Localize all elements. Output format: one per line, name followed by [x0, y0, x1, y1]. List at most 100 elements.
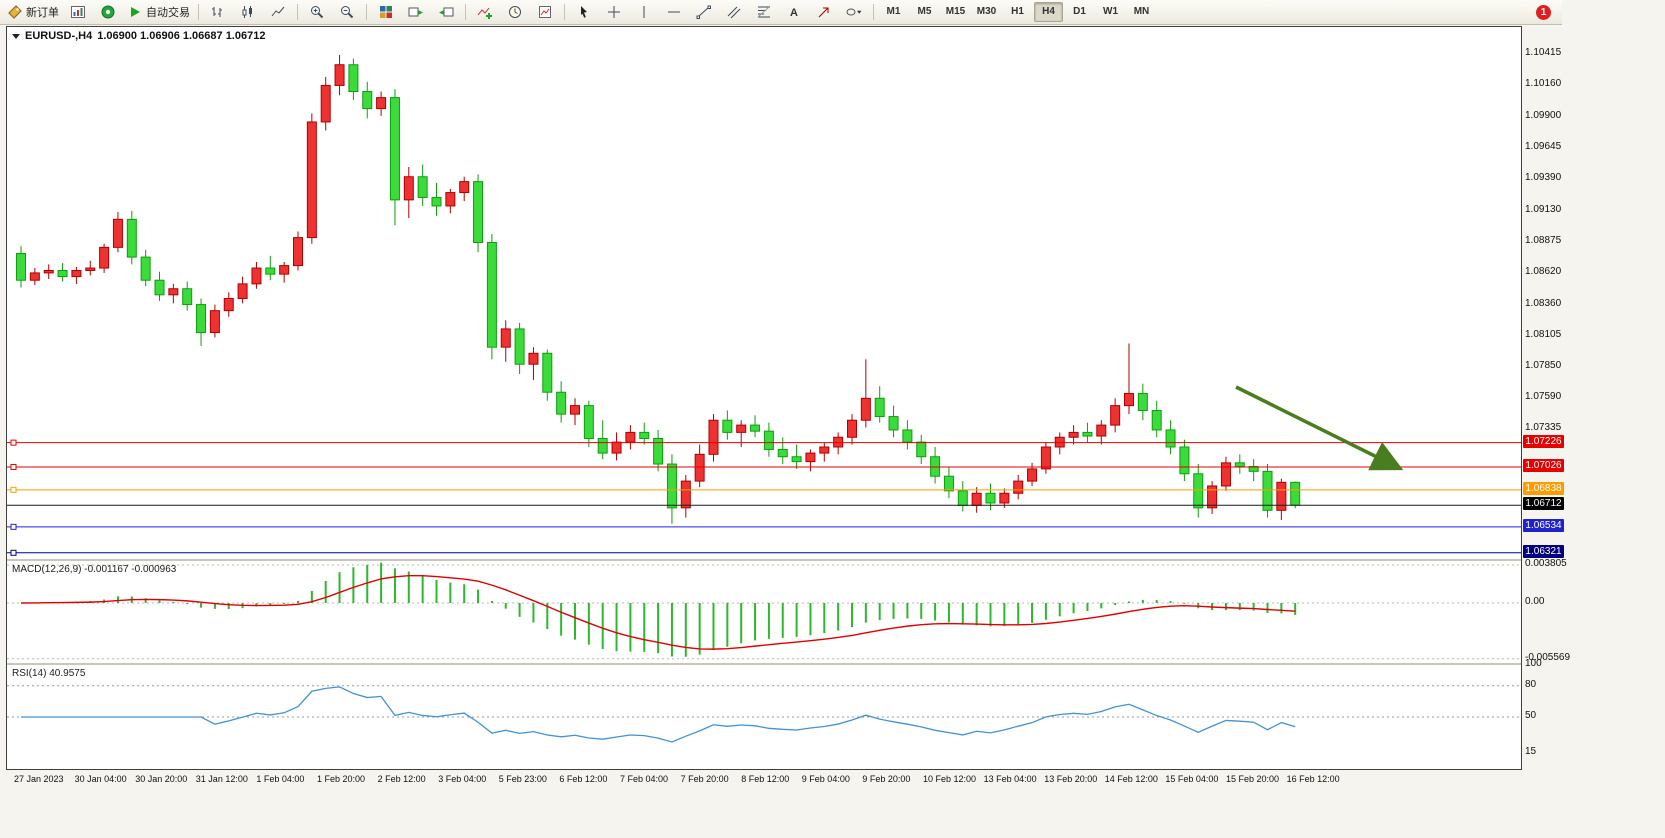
timeframe-m1[interactable]: M1: [886, 6, 901, 17]
macd-signal-line: [20, 575, 1296, 650]
toolbar-separator: [873, 4, 874, 20]
zoom-in-button[interactable]: [302, 1, 332, 23]
notification-badge[interactable]: 1: [1536, 4, 1551, 20]
line-handle[interactable]: [10, 463, 17, 470]
line-handle[interactable]: [10, 486, 17, 493]
trend-arrow[interactable]: [1235, 385, 1404, 471]
auto-scroll-icon: [408, 7, 423, 17]
zoom-out-button[interactable]: [332, 1, 362, 23]
new-order-button[interactable]: 新订单: [3, 1, 63, 23]
horizontal-line-button[interactable]: [659, 1, 689, 23]
new-order-label: 新订单: [26, 7, 59, 19]
tile-windows-icon: [380, 6, 392, 18]
time-axis-label: 15 Feb 04:00: [1165, 774, 1219, 784]
timeframe-h1[interactable]: H1: [1011, 6, 1024, 17]
candle: [16, 246, 26, 288]
candle: [708, 414, 719, 462]
bars-chart-button[interactable]: [203, 1, 233, 23]
chart-window[interactable]: EURUSD-,H4 1.06900 1.06906 1.06687 1.067…: [6, 26, 1522, 770]
toolbar-separator: [465, 4, 466, 20]
charts-menu-button[interactable]: [63, 1, 93, 23]
arrows-button[interactable]: [809, 1, 839, 23]
candle: [403, 167, 414, 219]
timeframe-m30[interactable]: M30: [976, 6, 997, 17]
candle: [750, 415, 761, 438]
line-handle[interactable]: [10, 549, 17, 556]
chart-shift-button[interactable]: [431, 1, 461, 23]
indicators-button[interactable]: [470, 1, 500, 23]
line-chart-button[interactable]: [263, 1, 293, 23]
time-axis-label: 8 Feb 12:00: [741, 774, 790, 784]
candle: [694, 444, 705, 488]
panel-splitter[interactable]: [7, 559, 1521, 561]
main-price-panel[interactable]: [7, 27, 1521, 559]
price-axis[interactable]: 1.07226 1.07026 1.06838 1.06712 1.06534 1.063…: [1523, 26, 1570, 772]
auto-scroll-button[interactable]: [401, 1, 431, 23]
text-button[interactable]: A: [779, 1, 809, 23]
templates-button[interactable]: [530, 1, 560, 23]
candle: [542, 349, 553, 401]
candle: [99, 243, 110, 273]
candle: [251, 261, 262, 289]
shapes-icon: [846, 8, 862, 16]
line-handle[interactable]: [10, 439, 17, 446]
price-tick: 1.09130: [1525, 203, 1562, 215]
timeframe-m15[interactable]: M15: [945, 6, 966, 17]
autotrading-play-icon: [131, 7, 140, 17]
rsi-panel[interactable]: [7, 665, 1521, 769]
macd-axis-label: -0.005569: [1525, 651, 1571, 663]
time-axis-label: 10 Feb 12:00: [923, 774, 977, 784]
channel-button[interactable]: [719, 1, 749, 23]
candle: [888, 405, 899, 438]
candlestick-chart-button[interactable]: [233, 1, 263, 23]
price-tick: 1.09390: [1525, 172, 1562, 184]
cursor-button[interactable]: [569, 1, 599, 23]
toolbar-separator: [366, 4, 367, 20]
candle: [597, 420, 608, 460]
timeframe-d1[interactable]: D1: [1073, 6, 1086, 17]
price-tick: 1.10160: [1525, 78, 1562, 90]
time-axis-label: 9 Feb 04:00: [801, 774, 850, 784]
price-tick: 1.07590: [1525, 391, 1562, 403]
panel-splitter[interactable]: [7, 663, 1521, 665]
candle: [833, 432, 844, 455]
tile-windows-button[interactable]: [371, 1, 401, 23]
timeframe-h4[interactable]: H4: [1034, 2, 1063, 22]
time-axis[interactable]: 27 Jan 2023 30 Jan 04:00 30 Jan 20:00 31 Ja…: [0, 772, 1562, 790]
toolbar-separator: [564, 4, 565, 20]
candle: [1276, 478, 1287, 521]
candle: [209, 304, 220, 338]
vertical-line-button[interactable]: [629, 1, 659, 23]
macd-panel[interactable]: [7, 561, 1521, 663]
main-toolbar: 新订单 自动交易: [0, 0, 1562, 25]
shapes-button[interactable]: [839, 1, 869, 23]
time-axis-label: 27 Jan 2023: [14, 774, 64, 784]
price-tick: 1.07335: [1525, 422, 1562, 434]
crosshair-button[interactable]: [599, 1, 629, 23]
candle: [777, 437, 788, 465]
candle: [168, 283, 179, 304]
line-chart-icon: [271, 6, 285, 17]
autotrading-button[interactable]: 自动交易: [123, 1, 194, 23]
periods-button[interactable]: [500, 1, 530, 23]
indicators-icon: [477, 7, 492, 19]
fibonacci-icon: [757, 6, 770, 18]
timeframe-m5[interactable]: M5: [917, 6, 932, 17]
timeframe-mn[interactable]: MN: [1133, 6, 1150, 17]
trendline-button[interactable]: [689, 1, 719, 23]
collapse-icon[interactable]: [12, 33, 20, 39]
fibonacci-button[interactable]: [749, 1, 779, 23]
rsi-label: RSI(14) 40.9575: [12, 668, 86, 679]
time-axis-label: 3 Feb 04:00: [438, 774, 487, 784]
time-axis-label: 2 Feb 12:00: [377, 774, 426, 784]
macd-axis-label: 0.00: [1525, 596, 1545, 607]
candle: [722, 410, 733, 440]
candle: [1193, 464, 1204, 518]
toolbar-separator: [198, 4, 199, 20]
timeframe-w1[interactable]: W1: [1103, 6, 1118, 17]
line-handle[interactable]: [10, 523, 17, 530]
zoom-in-icon: [311, 6, 324, 19]
candle: [1151, 400, 1162, 438]
candle: [666, 454, 677, 524]
community-button[interactable]: [93, 1, 123, 23]
